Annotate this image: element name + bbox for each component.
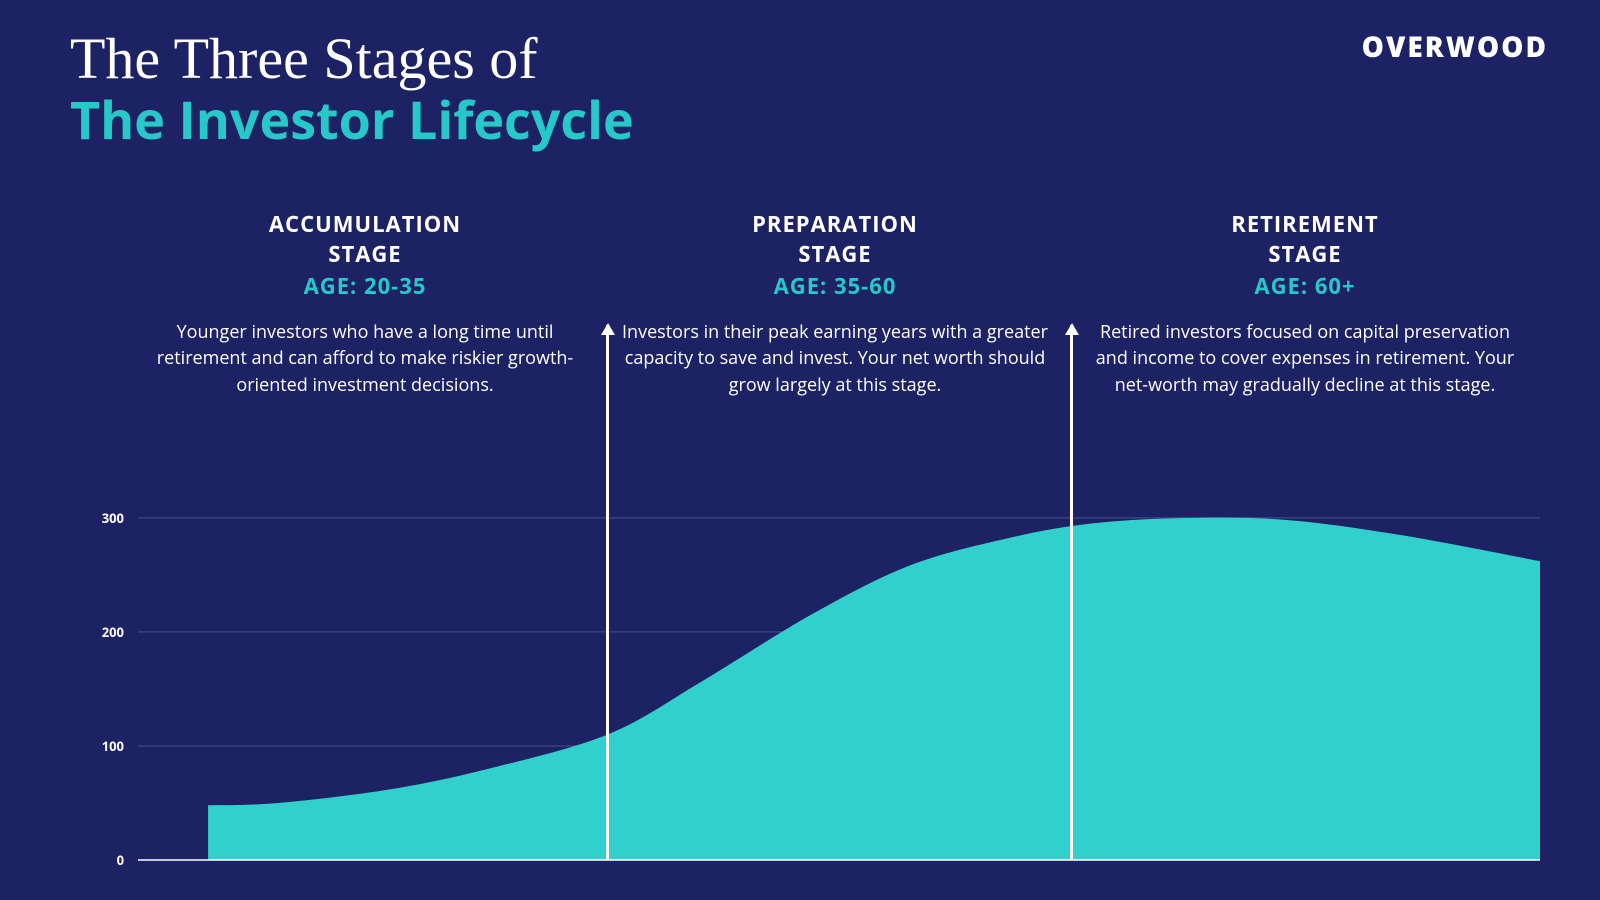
stage-description: Investors in their peak earning years wi…	[620, 319, 1050, 397]
stage-preparation: PREPARATION STAGE AGE: 35-60 Investors i…	[600, 210, 1070, 398]
area-chart: 0100200300	[100, 495, 1540, 870]
stage-age: AGE: 60+	[1090, 271, 1520, 301]
stage-description: Retired investors focused on capital pre…	[1090, 319, 1520, 397]
brand-logo: OVERWOOD	[1362, 28, 1548, 66]
stage-retirement: RETIREMENT STAGE AGE: 60+ Retired invest…	[1070, 210, 1540, 398]
stage-age: AGE: 35-60	[620, 271, 1050, 301]
y-tick-label: 300	[94, 509, 124, 527]
stage-name: PREPARATION STAGE	[620, 210, 1050, 269]
title-main: The Investor Lifecycle	[70, 94, 634, 146]
chart-svg	[100, 495, 1540, 870]
y-tick-label: 200	[94, 623, 124, 641]
stage-age: AGE: 20-35	[150, 271, 580, 301]
title-block: The Three Stages of The Investor Lifecyc…	[70, 30, 634, 146]
stage-accumulation: ACCUMULATION STAGE AGE: 20-35 Younger in…	[130, 210, 600, 398]
stage-description: Younger investors who have a long time u…	[150, 319, 580, 397]
title-script: The Three Stages of	[70, 30, 634, 88]
stages-row: ACCUMULATION STAGE AGE: 20-35 Younger in…	[130, 210, 1540, 398]
stage-name: RETIREMENT STAGE	[1090, 210, 1520, 269]
y-tick-label: 0	[94, 851, 124, 869]
y-tick-label: 100	[94, 737, 124, 755]
stage-divider-arrow	[606, 325, 609, 860]
stage-name: ACCUMULATION STAGE	[150, 210, 580, 269]
infographic-canvas: OVERWOOD The Three Stages of The Investo…	[0, 0, 1600, 900]
stage-divider-arrow	[1070, 325, 1073, 860]
